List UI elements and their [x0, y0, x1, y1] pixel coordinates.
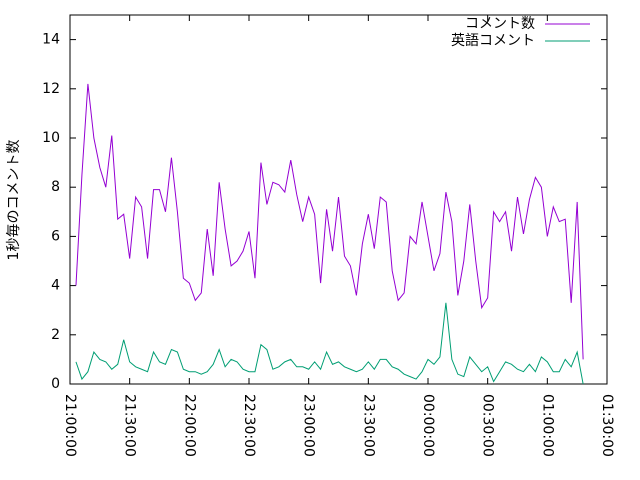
- y-tick-label: 8: [51, 179, 60, 195]
- x-tick-label: 21:30:00: [122, 394, 138, 457]
- x-tick-label: 22:30:00: [241, 394, 257, 457]
- y-axis-label: 1秒毎のコメント数: [6, 140, 22, 261]
- y-tick-label: 12: [42, 81, 60, 97]
- series-line: [75, 83, 584, 360]
- y-tick-label: 4: [51, 278, 60, 294]
- y-tick-label: 6: [51, 228, 60, 244]
- plot-frame: [69, 14, 608, 385]
- x-tick-label: 21:00:00: [62, 394, 78, 457]
- x-tick-label: 01:00:00: [539, 394, 555, 457]
- x-tick-label: 01:30:00: [599, 394, 615, 457]
- x-tick-label: 00:30:00: [480, 394, 496, 457]
- x-tick-label: 23:30:00: [360, 394, 376, 457]
- legend-label: 英語コメント: [451, 32, 535, 49]
- y-tick-label: 10: [42, 130, 60, 146]
- x-tick-label: 00:00:00: [420, 394, 436, 457]
- x-tick-label: 23:00:00: [301, 394, 317, 457]
- y-tick-label: 0: [51, 376, 60, 392]
- x-tick-label: 22:00:00: [181, 394, 197, 457]
- y-tick-label: 14: [42, 32, 60, 48]
- series-line: [75, 302, 584, 385]
- legend-label: コメント数: [465, 16, 535, 32]
- y-tick-label: 2: [51, 327, 60, 343]
